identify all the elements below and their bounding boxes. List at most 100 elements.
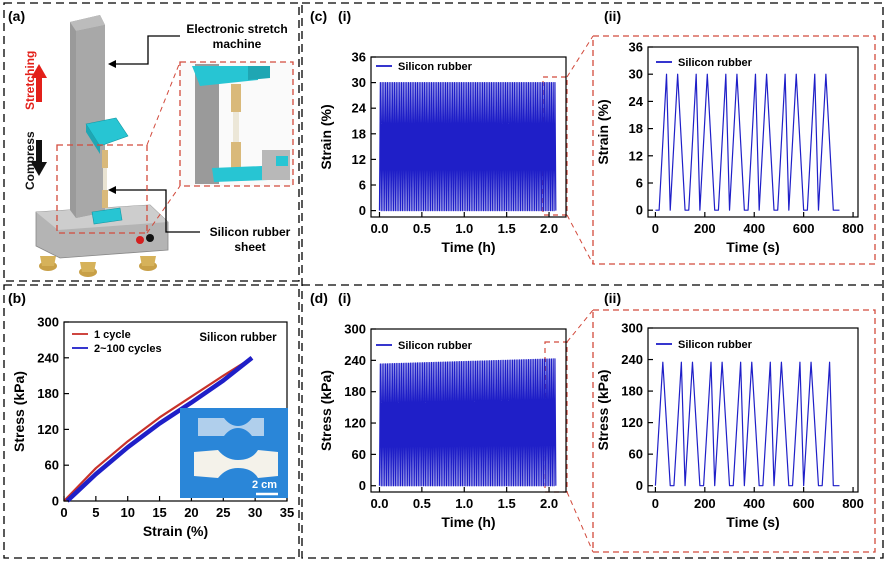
y-tick-label: 30	[629, 67, 643, 82]
sheet-label: Silicon rubber	[210, 225, 291, 239]
series-line-Silicon rubber	[378, 81, 557, 212]
y-tick-label: 240	[344, 353, 366, 368]
x-tick-label: 30	[248, 505, 262, 520]
zoom-inset-illustration	[192, 64, 290, 184]
series-line-1 cycle	[63, 356, 253, 502]
y-tick-label: 60	[352, 447, 366, 462]
scale-bar-label: 2 cm	[252, 479, 277, 491]
y-tick-label: 0	[636, 478, 643, 493]
chart-c-i: 0.0 0.5 1.0 1.5 2.0 0 6 12 18 24 30 36 Time (h) Strai…	[318, 50, 567, 255]
x-tick-label: 0	[652, 496, 659, 511]
x-tick-label: 600	[793, 221, 815, 236]
chart-d-i: 0.0 0.5 1.0 1.5 2.0 0 60 120 180 240 300 Time (h) St…	[318, 322, 567, 530]
x-tick-label: 2.0	[540, 496, 558, 511]
y-tick-label: 120	[37, 422, 59, 437]
frame-left-top	[3, 2, 300, 282]
series-line-2~100 cycles	[65, 356, 254, 503]
x-tick-label: 15	[152, 505, 166, 520]
x-tick-label: 0	[60, 505, 67, 520]
y-tick-label: 0	[636, 203, 643, 218]
x-tick-label: 0.5	[413, 496, 431, 511]
x-tick-label: 400	[743, 496, 765, 511]
y-tick-label: 30	[352, 75, 366, 90]
x-tick-label: 600	[793, 496, 815, 511]
panel-label-b: (b)	[8, 290, 26, 306]
panel-label-c: (c)	[310, 8, 327, 24]
frame-right	[301, 2, 884, 559]
y-tick-label: 60	[45, 458, 59, 473]
zoom-inset-c	[592, 35, 876, 265]
series-line-Silicon rubber	[378, 358, 557, 487]
y-tick-label: 300	[37, 315, 59, 330]
chart-c-ii: 0 200 400 600 800 0 6 12 18 24 30 36 Time (s) Strain …	[595, 40, 864, 256]
panel-label-c-i: (i)	[338, 8, 351, 24]
x-axis-label: Time (h)	[441, 514, 495, 530]
legend-label: 2~100 cycles	[94, 343, 162, 355]
compress-arrow-icon	[31, 140, 47, 176]
x-tick-label: 1.5	[498, 496, 516, 511]
plot-frame	[370, 56, 567, 218]
chart-d-ii: 0 200 400 600 800 0 60 120 180 240 300 Time (s) Stre…	[595, 321, 864, 531]
x-tick-label: 20	[184, 505, 198, 520]
machine-callout-arrow	[110, 35, 180, 65]
y-tick-label: 12	[352, 152, 366, 167]
x-axis-label: Time (h)	[441, 239, 495, 255]
y-tick-label: 240	[621, 352, 643, 367]
stretching-label: Stretching	[23, 51, 37, 110]
legend-label: 1 cycle	[94, 329, 131, 341]
y-tick-label: 180	[37, 386, 59, 401]
chart-b: 0 5 10 15 20 25 30 35 0 60 120 180 240 300 Strain (%) S…	[11, 315, 294, 540]
y-tick-label: 0	[52, 494, 59, 509]
x-tick-label: 10	[120, 505, 134, 520]
y-tick-label: 180	[621, 384, 643, 399]
legend-label: Silicon rubber	[678, 339, 753, 351]
y-tick-label: 12	[629, 148, 643, 163]
plot-frame	[647, 46, 859, 218]
legend-label: Silicon rubber	[398, 61, 473, 73]
y-tick-label: 6	[359, 178, 366, 193]
x-tick-label: 1.0	[455, 496, 473, 511]
legend: Silicon rubber	[376, 340, 473, 352]
x-tick-label: 0.5	[413, 221, 431, 236]
panel-label-c-ii: (ii)	[604, 8, 621, 24]
x-tick-label: 0	[652, 221, 659, 236]
x-tick-label: 35	[280, 505, 294, 520]
sample-photo-inset: 2 cm	[180, 408, 288, 498]
y-tick-label: 18	[352, 126, 366, 141]
y-tick-label: 24	[352, 101, 367, 116]
x-tick-label: 200	[694, 496, 716, 511]
compress-label: Compress	[23, 131, 37, 190]
y-tick-label: 6	[636, 176, 643, 191]
y-tick-label: 0	[359, 478, 366, 493]
zoom-inset-d	[592, 309, 876, 553]
series-line-Silicon rubber	[654, 361, 840, 487]
y-tick-label: 36	[629, 40, 643, 55]
plot-frame	[647, 327, 859, 493]
legend: 1 cycle 2~100 cycles	[72, 329, 162, 355]
panel-label-d-ii: (ii)	[604, 290, 621, 306]
y-tick-label: 300	[344, 322, 366, 337]
y-tick-label: 60	[629, 447, 643, 462]
y-tick-label: 18	[629, 121, 643, 136]
x-tick-label: 5	[92, 505, 99, 520]
y-tick-label: 36	[352, 50, 366, 65]
frame-left-bottom	[3, 284, 300, 559]
x-tick-label: 1.5	[498, 221, 516, 236]
x-tick-label: 800	[842, 496, 864, 511]
series-line-Silicon rubber	[655, 73, 840, 211]
x-tick-label: 0.0	[370, 221, 388, 236]
stretching-arrow-icon	[31, 64, 47, 102]
sheet-callout-arrow	[110, 189, 200, 233]
legend: Silicon rubber	[656, 339, 753, 351]
panel-label-a: (a)	[8, 8, 25, 24]
machine-label: Electronic stretch	[186, 22, 287, 36]
y-axis-label: Stress (kPa)	[11, 371, 27, 452]
machine-label-2: machine	[213, 37, 262, 51]
y-tick-label: 120	[344, 416, 366, 431]
chart-title: Silicon rubber	[199, 332, 277, 344]
x-tick-label: 800	[842, 221, 864, 236]
x-tick-label: 400	[743, 221, 765, 236]
panel-label-d: (d)	[310, 290, 328, 306]
